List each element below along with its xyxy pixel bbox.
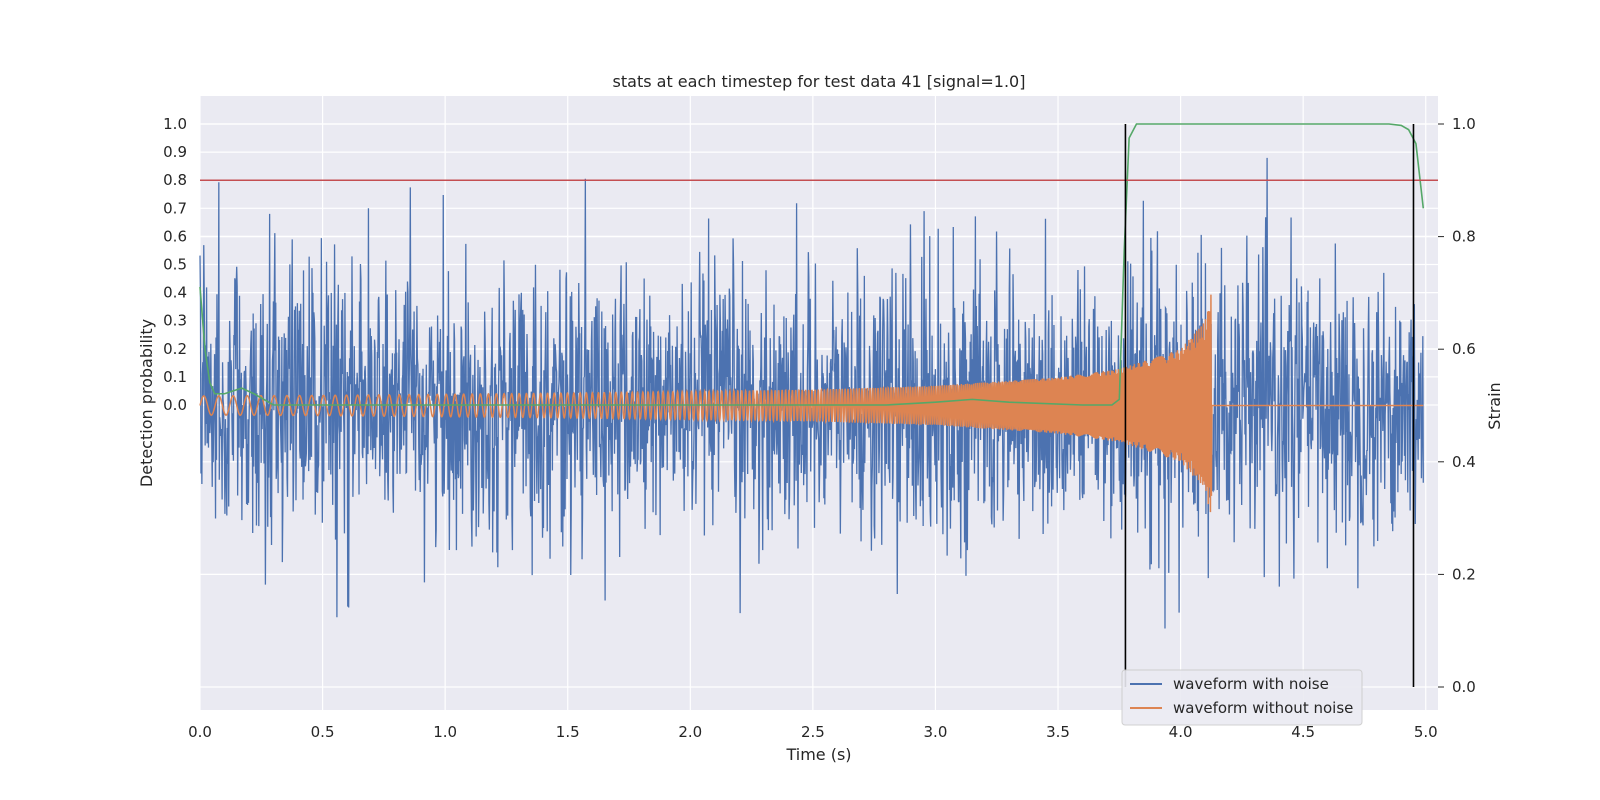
x-tick-label: 1.0 <box>433 723 457 741</box>
y-left-tick-label: 1.0 <box>163 115 187 133</box>
x-tick-label: 0.0 <box>188 723 212 741</box>
x-tick-label: 2.5 <box>801 723 825 741</box>
y-axis-label-right: Strain <box>1485 382 1504 429</box>
y-left-tick-label: 0.7 <box>163 199 187 217</box>
y-left-tick-label: 0.0 <box>163 396 187 414</box>
y-left-tick-label: 0.5 <box>163 256 187 274</box>
y-right-tick-label: 0.0 <box>1452 678 1476 696</box>
y-left-tick-label: 0.2 <box>163 340 187 358</box>
x-tick-label: 0.5 <box>311 723 335 741</box>
y-left-tick-label: 0.8 <box>163 171 187 189</box>
y-left-tick-label: 0.9 <box>163 143 187 161</box>
y-left-tick-label: 0.4 <box>163 284 187 302</box>
legend: waveform with noise waveform without noi… <box>1121 669 1363 726</box>
series-waveform-without-noise <box>199 294 1424 513</box>
x-tick-label: 5.0 <box>1414 723 1438 741</box>
x-tick-label: 3.5 <box>1046 723 1070 741</box>
y-left-tick-label: 0.3 <box>163 312 187 330</box>
clean-waveform-line <box>199 294 1424 513</box>
ticks: 0.0 0.5 1.0 1.5 2.0 2.5 3.0 3.5 4.0 4.5 5.0 0.0 0.1 0… <box>163 115 1476 741</box>
x-tick-label: 4.0 <box>1169 723 1193 741</box>
y-left-tick-label: 0.6 <box>163 227 187 245</box>
y-right-tick-label: 1.0 <box>1452 115 1476 133</box>
x-tick-label: 2.0 <box>678 723 702 741</box>
probability-line <box>199 123 1425 406</box>
x-tick-label: 1.5 <box>556 723 580 741</box>
legend-label-clean: waveform without noise <box>1173 699 1353 717</box>
chart-title: stats at each timestep for test data 41 … <box>613 72 1026 91</box>
y-right-tick-label: 0.6 <box>1452 340 1476 358</box>
y-right-tick-label: 0.2 <box>1452 565 1476 583</box>
y-left-tick-label: 0.1 <box>163 368 187 386</box>
legend-label-noise: waveform with noise <box>1173 675 1329 693</box>
y-right-tick-label: 0.8 <box>1452 228 1476 246</box>
vertical-markers <box>1124 124 1415 687</box>
y-right-tick-label: 0.4 <box>1452 453 1476 471</box>
x-axis-label: Time (s) <box>785 745 851 764</box>
series-detection-probability <box>199 123 1425 406</box>
x-tick-label: 4.5 <box>1291 723 1315 741</box>
legend-box <box>1121 669 1363 726</box>
x-tick-label: 3.0 <box>924 723 948 741</box>
y-axis-label-left: Detection probability <box>137 319 156 487</box>
